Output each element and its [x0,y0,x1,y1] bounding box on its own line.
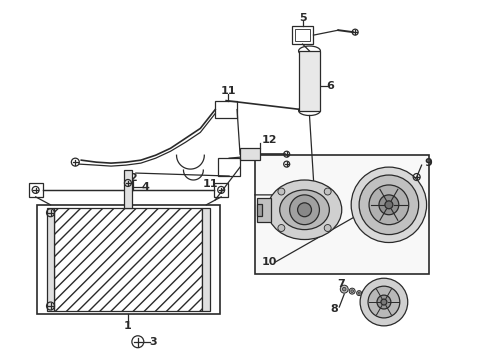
Text: 3: 3 [149,337,156,347]
Ellipse shape [280,190,329,230]
Bar [257,204,262,216]
Circle shape [368,286,400,318]
Text: 6: 6 [326,81,334,91]
Text: 10: 10 [262,257,277,267]
Bar [29,183,43,197]
Circle shape [278,188,285,195]
Bar [294,29,311,41]
Text: 9: 9 [425,158,433,168]
Bar [255,155,429,274]
Bar [215,100,237,118]
Bar [292,26,314,44]
Circle shape [379,195,399,215]
Bar [257,198,271,222]
Text: 4: 4 [142,182,150,192]
Text: 2: 2 [129,173,137,183]
Text: 12: 12 [262,135,277,145]
Circle shape [360,278,408,326]
Circle shape [297,203,312,217]
Text: 11: 11 [202,179,218,189]
Bar [37,205,220,314]
Circle shape [357,291,362,296]
Circle shape [351,167,427,243]
Circle shape [385,201,393,209]
Circle shape [358,292,360,294]
Circle shape [351,290,353,292]
Circle shape [290,195,319,225]
Circle shape [381,299,387,305]
Text: 5: 5 [299,13,306,23]
Bar [54,208,202,311]
Circle shape [359,175,418,235]
Text: 7: 7 [338,279,345,289]
Circle shape [369,185,409,225]
Circle shape [343,287,346,291]
Circle shape [324,225,331,231]
Circle shape [340,285,348,293]
Bar [124,170,132,208]
Bar [214,183,228,197]
Bar [298,51,320,111]
Bar [240,148,260,160]
Bar [218,158,240,176]
Ellipse shape [268,180,342,239]
Circle shape [324,188,331,195]
Circle shape [377,295,391,309]
Circle shape [278,225,285,231]
Circle shape [349,288,355,294]
Text: 1: 1 [124,321,132,331]
Text: 8: 8 [330,304,338,314]
Bar [202,208,210,311]
Text: 11: 11 [220,86,236,96]
Bar [47,208,54,311]
